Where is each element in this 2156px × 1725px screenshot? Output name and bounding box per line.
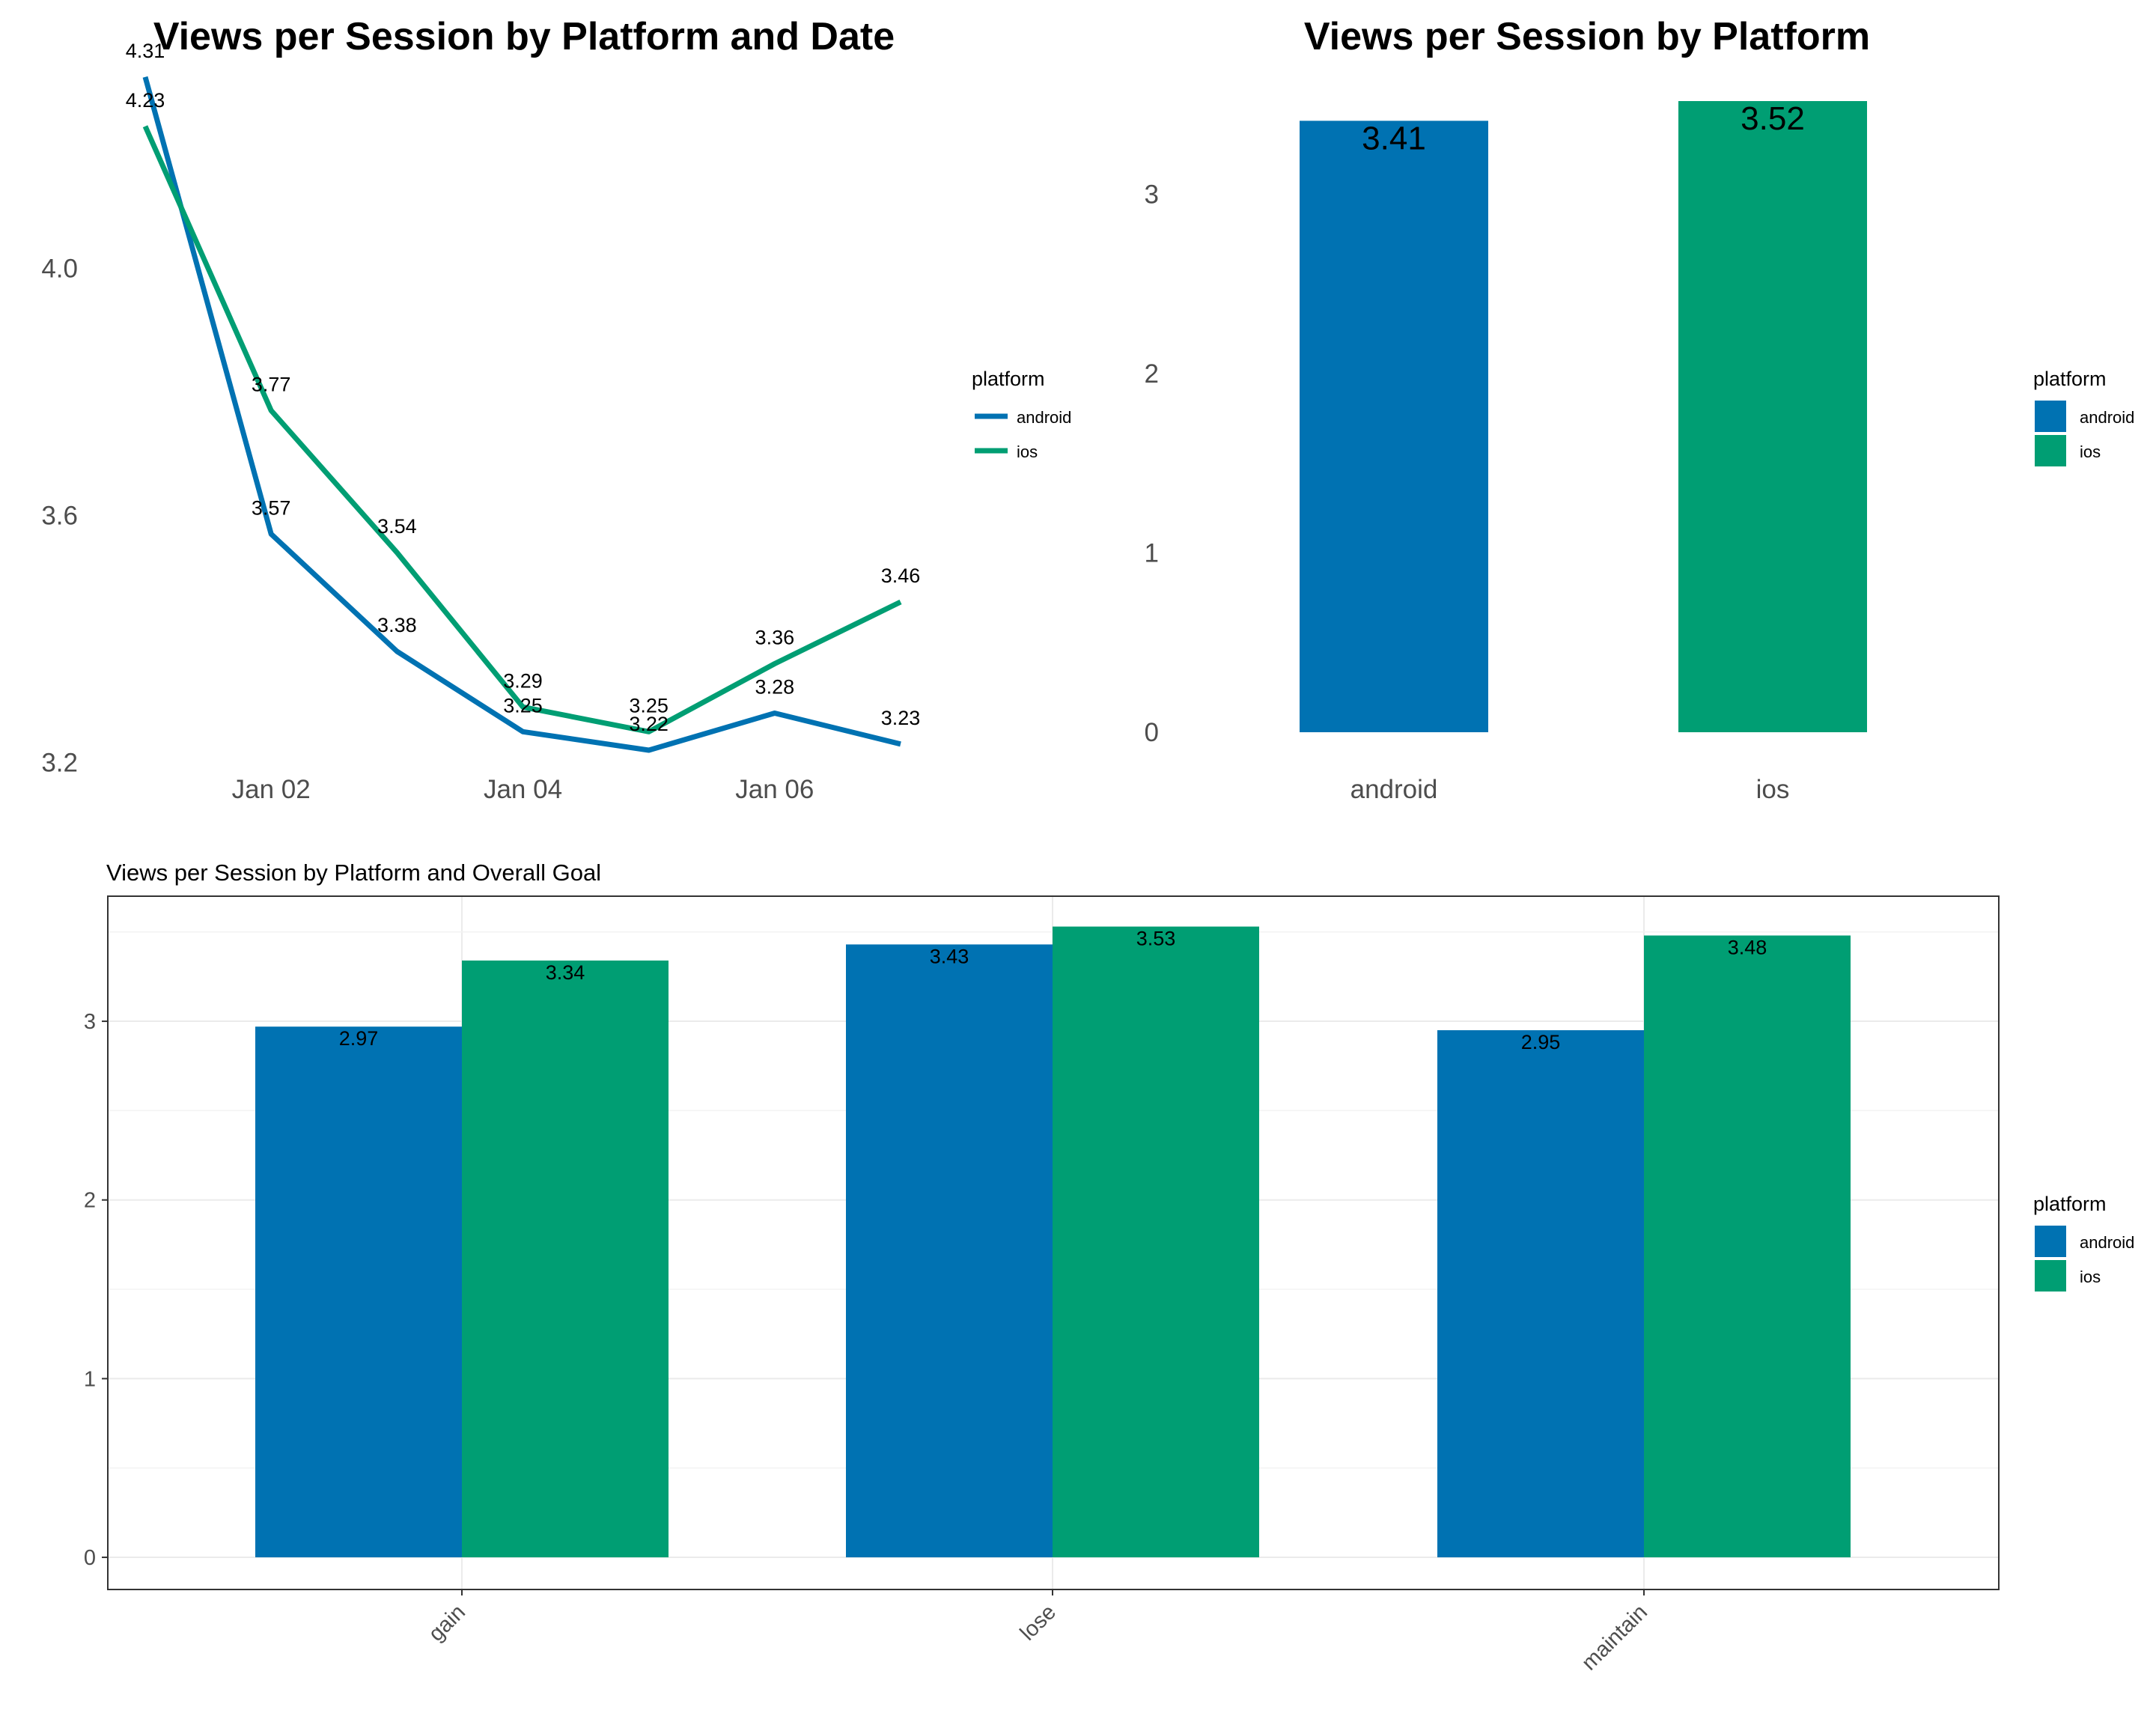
goal-bar-chart-legend: platform android ios <box>2033 1193 2134 1292</box>
goal-bar-chart-legend-label-android: android <box>2080 1233 2134 1252</box>
line-data-label-ios-1: 4.23 <box>126 89 165 112</box>
line-chart-data-labels: 4.313.573.383.253.223.283.234.233.773.54… <box>126 40 921 735</box>
line-series-android <box>142 76 901 753</box>
goal-bar-chart-legend-key-android <box>2035 1226 2066 1257</box>
platform-bar-ios <box>1678 101 1867 732</box>
goal-bar-gain-ios <box>462 960 669 1558</box>
platform-bar-chart-legend: platform android ios <box>2033 368 2134 466</box>
goal-bar-maintain-android <box>1437 1029 1644 1558</box>
platform-bar-label-ios: 3.52 <box>1741 100 1805 137</box>
line-chart-y-tick-3-6: 3.6 <box>41 502 78 531</box>
platform-bar-chart-legend-title: platform <box>2033 368 2107 390</box>
line-chart-y-tick-3-2: 3.2 <box>41 749 78 778</box>
goal-bar-chart-y-tick-0: 0 <box>84 1546 96 1570</box>
line-chart-legend-label-android: android <box>1017 408 1071 427</box>
line-data-label-android-4: 3.25 <box>503 694 543 717</box>
platform-bar-chart-x-tick-android: android <box>1350 775 1438 804</box>
goal-bar-chart-legend-key-ios <box>2035 1260 2066 1292</box>
platform-bar-chart-y-tick-0: 0 <box>1145 718 1159 747</box>
line-chart-title: Views per Session by Platform and Date <box>153 15 895 58</box>
platform-bar-chart-panel: Views per Session by Platform 0 1 2 3 andro… <box>1145 15 2135 804</box>
platform-bar-chart-x-tick-ios: ios <box>1756 775 1790 804</box>
platform-bar-chart-data-labels: 3.41 3.52 <box>1362 100 1805 156</box>
goal-bar-maintain-ios <box>1644 935 1851 1558</box>
goal-bar-chart-legend-label-ios: ios <box>2080 1268 2101 1286</box>
line-chart-legend: platform android ios <box>972 368 1071 461</box>
line-chart-x-tick-jan-06: Jan 06 <box>735 775 814 804</box>
goal-bar-chart-bars <box>255 926 1851 1558</box>
goal-bar-chart-y-tick-1: 1 <box>84 1367 96 1391</box>
platform-bar-chart-legend-label-ios: ios <box>2080 442 2101 461</box>
platform-bar-chart-y-tick-3: 3 <box>1145 180 1159 210</box>
line-data-label-android-7: 3.23 <box>881 707 921 729</box>
goal-bar-label-maintain-android: 2.95 <box>1521 1031 1561 1053</box>
platform-bar-chart-legend-key-android <box>2035 401 2066 432</box>
goal-bar-chart-y-tick-2: 2 <box>84 1189 96 1213</box>
line-chart-series <box>142 76 902 753</box>
line-data-label-android-6: 3.28 <box>755 676 795 699</box>
line-data-label-ios-6: 3.36 <box>755 627 795 649</box>
line-chart-legend-label-ios: ios <box>1017 442 1038 461</box>
line-chart-y-tick-4-0: 4.0 <box>41 255 78 284</box>
platform-bar-chart-y-tick-2: 2 <box>1145 359 1159 389</box>
line-data-label-ios-5: 3.25 <box>629 694 669 717</box>
line-data-label-ios-4: 3.29 <box>503 669 543 692</box>
goal-bar-label-gain-android: 2.97 <box>339 1027 379 1050</box>
line-data-label-android-3: 3.38 <box>377 614 417 636</box>
line-chart-legend-title: platform <box>972 368 1045 390</box>
line-chart-x-tick-jan-02: Jan 02 <box>232 775 311 804</box>
goal-bar-chart-data-labels: 2.97 3.34 3.43 3.53 2.95 3.48 <box>339 928 1767 1053</box>
line-data-label-android-2: 3.57 <box>252 496 291 519</box>
goal-bar-gain-android <box>255 1026 462 1558</box>
line-data-label-ios-7: 3.46 <box>881 565 921 587</box>
platform-bar-android <box>1300 121 1488 732</box>
goal-bar-label-lose-ios: 3.53 <box>1136 928 1176 950</box>
line-data-label-ios-2: 3.77 <box>252 373 291 395</box>
platform-bar-chart-legend-label-android: android <box>2080 408 2134 427</box>
goal-bar-chart-y-tick-3: 3 <box>84 1010 96 1034</box>
goal-bar-lose-ios <box>1053 926 1259 1558</box>
line-data-label-android-5: 3.22 <box>629 713 669 735</box>
line-chart-panel: Views per Session by Platform and Date 3… <box>41 15 1071 804</box>
line-chart-x-tick-jan-04: Jan 04 <box>484 775 562 804</box>
goal-bar-chart-y-axis: 0 1 2 3 <box>84 1010 108 1570</box>
goal-bar-lose-android <box>846 944 1053 1558</box>
platform-bar-chart-y-tick-1: 1 <box>1145 539 1159 568</box>
goal-bar-label-maintain-ios: 3.48 <box>1728 937 1767 959</box>
platform-bar-chart-legend-key-ios <box>2035 435 2066 466</box>
goal-bar-label-lose-android: 3.43 <box>930 945 969 967</box>
platform-bar-chart-y-axis: 0 1 2 3 <box>1145 180 1159 747</box>
platform-bar-label-android: 3.41 <box>1362 120 1426 156</box>
platform-bar-chart-title: Views per Session by Platform <box>1304 15 1870 58</box>
goal-bar-chart-legend-title: platform <box>2033 1193 2107 1215</box>
goal-bar-label-gain-ios: 3.34 <box>546 961 585 984</box>
line-data-label-ios-3: 3.54 <box>377 515 417 538</box>
line-chart-y-axis: 3.2 3.6 4.0 <box>41 255 78 778</box>
line-data-label-android-1: 4.31 <box>126 40 165 62</box>
goal-bar-chart-title: Views per Session by Platform and Overal… <box>106 860 601 886</box>
line-chart-x-axis: Jan 02 Jan 04 Jan 06 <box>232 775 814 804</box>
platform-bar-chart-bars <box>1300 101 1867 732</box>
platform-bar-chart-x-axis: android ios <box>1350 775 1790 804</box>
line-series-ios <box>142 125 902 734</box>
goal-bar-chart-panel: Views per Session by Platform and Overal… <box>84 860 2135 1675</box>
